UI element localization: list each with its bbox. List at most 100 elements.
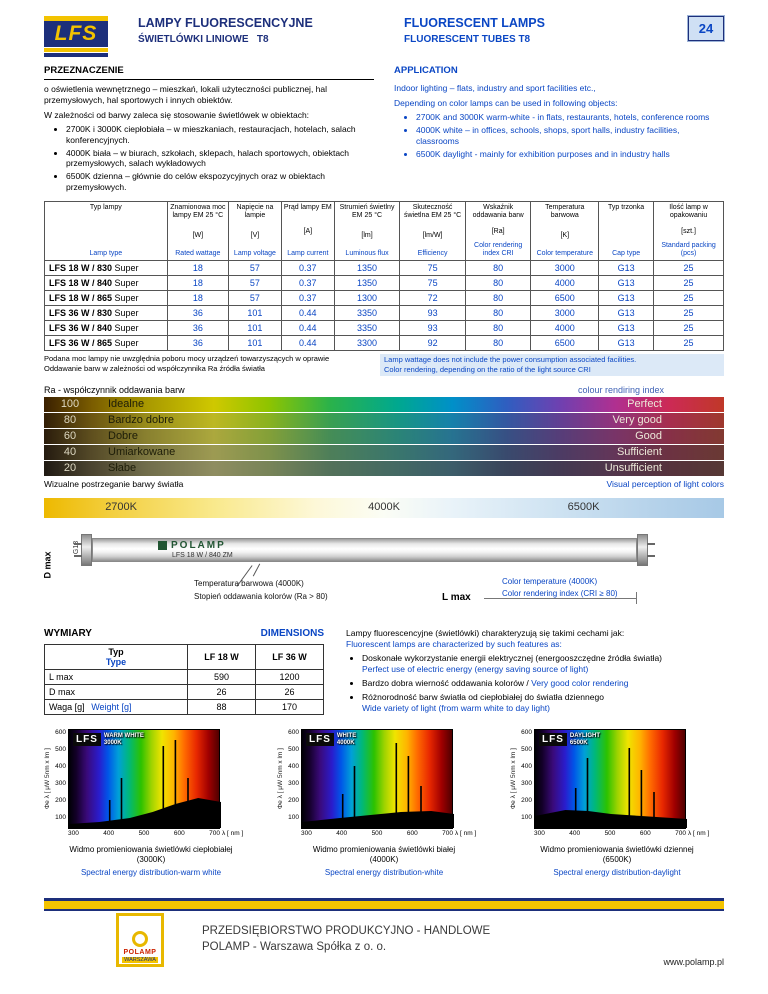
product-row: LFS 18 W / 865 Super 18 57 0.37 1300 72 80 6500… (44, 290, 724, 307)
value-cell: 25 (653, 290, 724, 307)
x-tick: 300 (301, 829, 312, 837)
x-axis-ticks: 300 400 500 600 700 λ [ nm ] (301, 829, 476, 837)
lamp-type-cell: LFS 36 W / 865 Super (44, 335, 168, 352)
dim-col2-header: LF 36 W (255, 643, 324, 670)
x-tick: 400 (336, 829, 348, 837)
x-tick: 500 (138, 829, 150, 837)
ra-label-en: Perfect (627, 398, 662, 411)
dim-value: 1200 (255, 668, 324, 685)
value-cell: 92 (399, 335, 466, 352)
dim-col1-header: LF 18 W (187, 643, 256, 670)
d-max-label: D max (42, 551, 53, 579)
value-cell: 25 (653, 305, 724, 322)
caption-pl: Widmo promieniowania świetlówki ciepłobi… (69, 844, 233, 864)
y-tick: 200 (55, 796, 66, 804)
ra-footer-pl: Wizualne postrzeganie barwy światła (44, 478, 184, 489)
chart-caption: Widmo promieniowania świetlówki dziennej… (510, 845, 724, 879)
spectral-lines (69, 739, 221, 828)
feature-en: Perfect use of electric energy (energy s… (362, 663, 589, 674)
feature-pl: Różnorodność barw światła od ciepłobiałe… (362, 691, 604, 702)
column-header-pl: Znamionowa moc lampy EM 25 °C (170, 204, 226, 220)
application-bullets-pl: 2700K i 3000K ciepłobiała – w mieszkania… (66, 124, 374, 193)
polamp-logo-name: POLAMP (123, 949, 157, 956)
product-table-head: Typ lampy Lamp type Znamionowa moc lampy E… (44, 201, 724, 262)
lfs-badge: LFS (306, 732, 334, 746)
lamp-pin (74, 542, 82, 545)
ra-label-pl: Bardzo dobre (108, 414, 175, 427)
dimensions-title-en: DIMENSIONS (260, 627, 324, 639)
color-temp-label: 6500K (567, 500, 600, 513)
spectrum-plot: LFS WARM WHITE 3000K (68, 728, 221, 829)
value-cell: 1300 (333, 290, 401, 307)
y-tick: 300 (288, 779, 299, 787)
application-section: PRZEZNACZENIE o oświetlenia wewnętrznego… (0, 57, 768, 193)
y-axis-ticks: 600 500 400 300 200 100 (517, 729, 534, 821)
bullet-item: 2700K i 3000K ciepłobiała – w mieszkania… (66, 124, 374, 146)
column-header: Temperatura barwowa [K] Color temperature (530, 201, 600, 262)
spectral-charts-row: Φe λ [ μW 5nm x lm ] 600 500 400 300 200 100 LF… (44, 728, 724, 837)
ra-value: 20 (63, 462, 77, 475)
footer: POLAMP WARSZAWA PRZEDSIĘBIORSTWO PRODUKC… (44, 898, 724, 967)
product-table-body: LFS 18 W / 830 Super 18 57 0.37 1350 75 80 3000… (44, 260, 724, 352)
dimensions-features-row: WYMIARY DIMENSIONS Typ Type LF 18 W LF 3… (43, 627, 724, 715)
value-cell: 80 (464, 290, 532, 307)
ra-row: 60 Dobre Good (44, 428, 724, 444)
tube-brand-text: POLAMP (171, 539, 226, 551)
footer-row: POLAMP WARSZAWA PRZEDSIĘBIORSTWO PRODUKC… (44, 913, 724, 967)
website-link[interactable]: www.polamp.pl (663, 957, 724, 967)
column-header-pl: Typ lampy (89, 204, 122, 212)
value-cell: 4000 (530, 275, 600, 292)
chart-label: LFS WHITE 4000K (306, 732, 357, 748)
y-axis-label: Φe λ [ μW 5nm x lm ] (277, 748, 284, 809)
chart-name: WHITE 4000K (336, 732, 357, 747)
table-row: Typ Type LF 18 W LF 36 W (43, 643, 324, 670)
dim-label-pl: L max (49, 671, 74, 682)
lamp-type-cell: LFS 36 W / 840 Super (44, 320, 168, 337)
column-header-unit: [szt.] (681, 227, 696, 235)
dim-value: 590 (187, 668, 256, 685)
value-cell: 93 (399, 320, 466, 337)
ra-value: 60 (63, 430, 77, 443)
page-title-pl: LAMPY FLUORESCENCYJNE (138, 16, 313, 30)
spectral-lines (302, 742, 454, 828)
column-header-unit: [V] (250, 231, 260, 239)
ra-title-en: colour rendiring index (577, 384, 664, 395)
features-list: Doskonałe wykorzystanie energii elektryc… (362, 653, 724, 714)
lamp-type-cell: LFS 36 W / 830 Super (44, 305, 168, 322)
value-cell: 101 (228, 305, 282, 322)
column-header-pl: Typ trzonka (608, 204, 645, 212)
chart-caption: Widmo promieniowania świetlówki białej (4… (277, 845, 491, 879)
x-axis-ticks: 300 400 500 600 700 λ [ nm ] (68, 829, 243, 837)
product-row: LFS 36 W / 830 Super 36 101 0.44 3350 93 80 300… (44, 305, 724, 322)
notes-en: Lamp wattage does not include the power … (380, 354, 724, 376)
value-cell: 80 (464, 275, 532, 292)
y-tick: 300 (55, 779, 66, 787)
x-tick: 600 (406, 829, 418, 837)
x-tick: 700 (209, 829, 220, 837)
column-header-unit: [lm] (361, 231, 373, 239)
lamp-type-cell: LFS 18 W / 865 Super (44, 290, 168, 307)
product-row: LFS 18 W / 830 Super 18 57 0.37 1350 75 80 3000… (44, 260, 724, 277)
caption-en: Spectral energy distribution-daylight (553, 868, 681, 878)
dim-row-label: Waga [g] Weight [g] (43, 698, 189, 715)
value-cell: 80 (464, 335, 532, 352)
ra-rows: 100 Idealne Perfect 80 Bardzo dobre Very good… (44, 396, 724, 476)
note-en-2: Color rendering, depending on the ratio … (384, 364, 591, 374)
chart-label: LFS WARM WHITE 3000K (73, 732, 144, 748)
application-column-pl: PRZEZNACZENIE o oświetlenia wewnętrznego… (44, 65, 374, 193)
ra-label-pl: Umiarkowane (108, 446, 176, 459)
ra-row: 100 Idealne Perfect (44, 396, 724, 412)
value-cell: 101 (228, 335, 282, 352)
column-header-en: Lamp current (287, 249, 329, 257)
caption-pl: Widmo promieniowania świetlówki białej (4… (312, 844, 456, 864)
lamp-bulb-icon (132, 931, 148, 947)
value-cell: 80 (464, 320, 532, 337)
color-temperature-bar: 2700K 4000K 6500K (44, 497, 724, 518)
spectral-chart: Φe λ [ μW 5nm x lm ] 600 500 400 300 200 100 LF… (277, 728, 491, 837)
y-tick: 300 (521, 779, 532, 787)
value-cell: G13 (598, 290, 655, 307)
application-lead-pl: W zależności od barwy zaleca się stosowa… (44, 109, 310, 120)
column-header-en: Color rendering index CRI (474, 241, 523, 257)
column-header-unit: [W] (192, 231, 204, 239)
feature-en: Very good color rendering (531, 677, 629, 688)
